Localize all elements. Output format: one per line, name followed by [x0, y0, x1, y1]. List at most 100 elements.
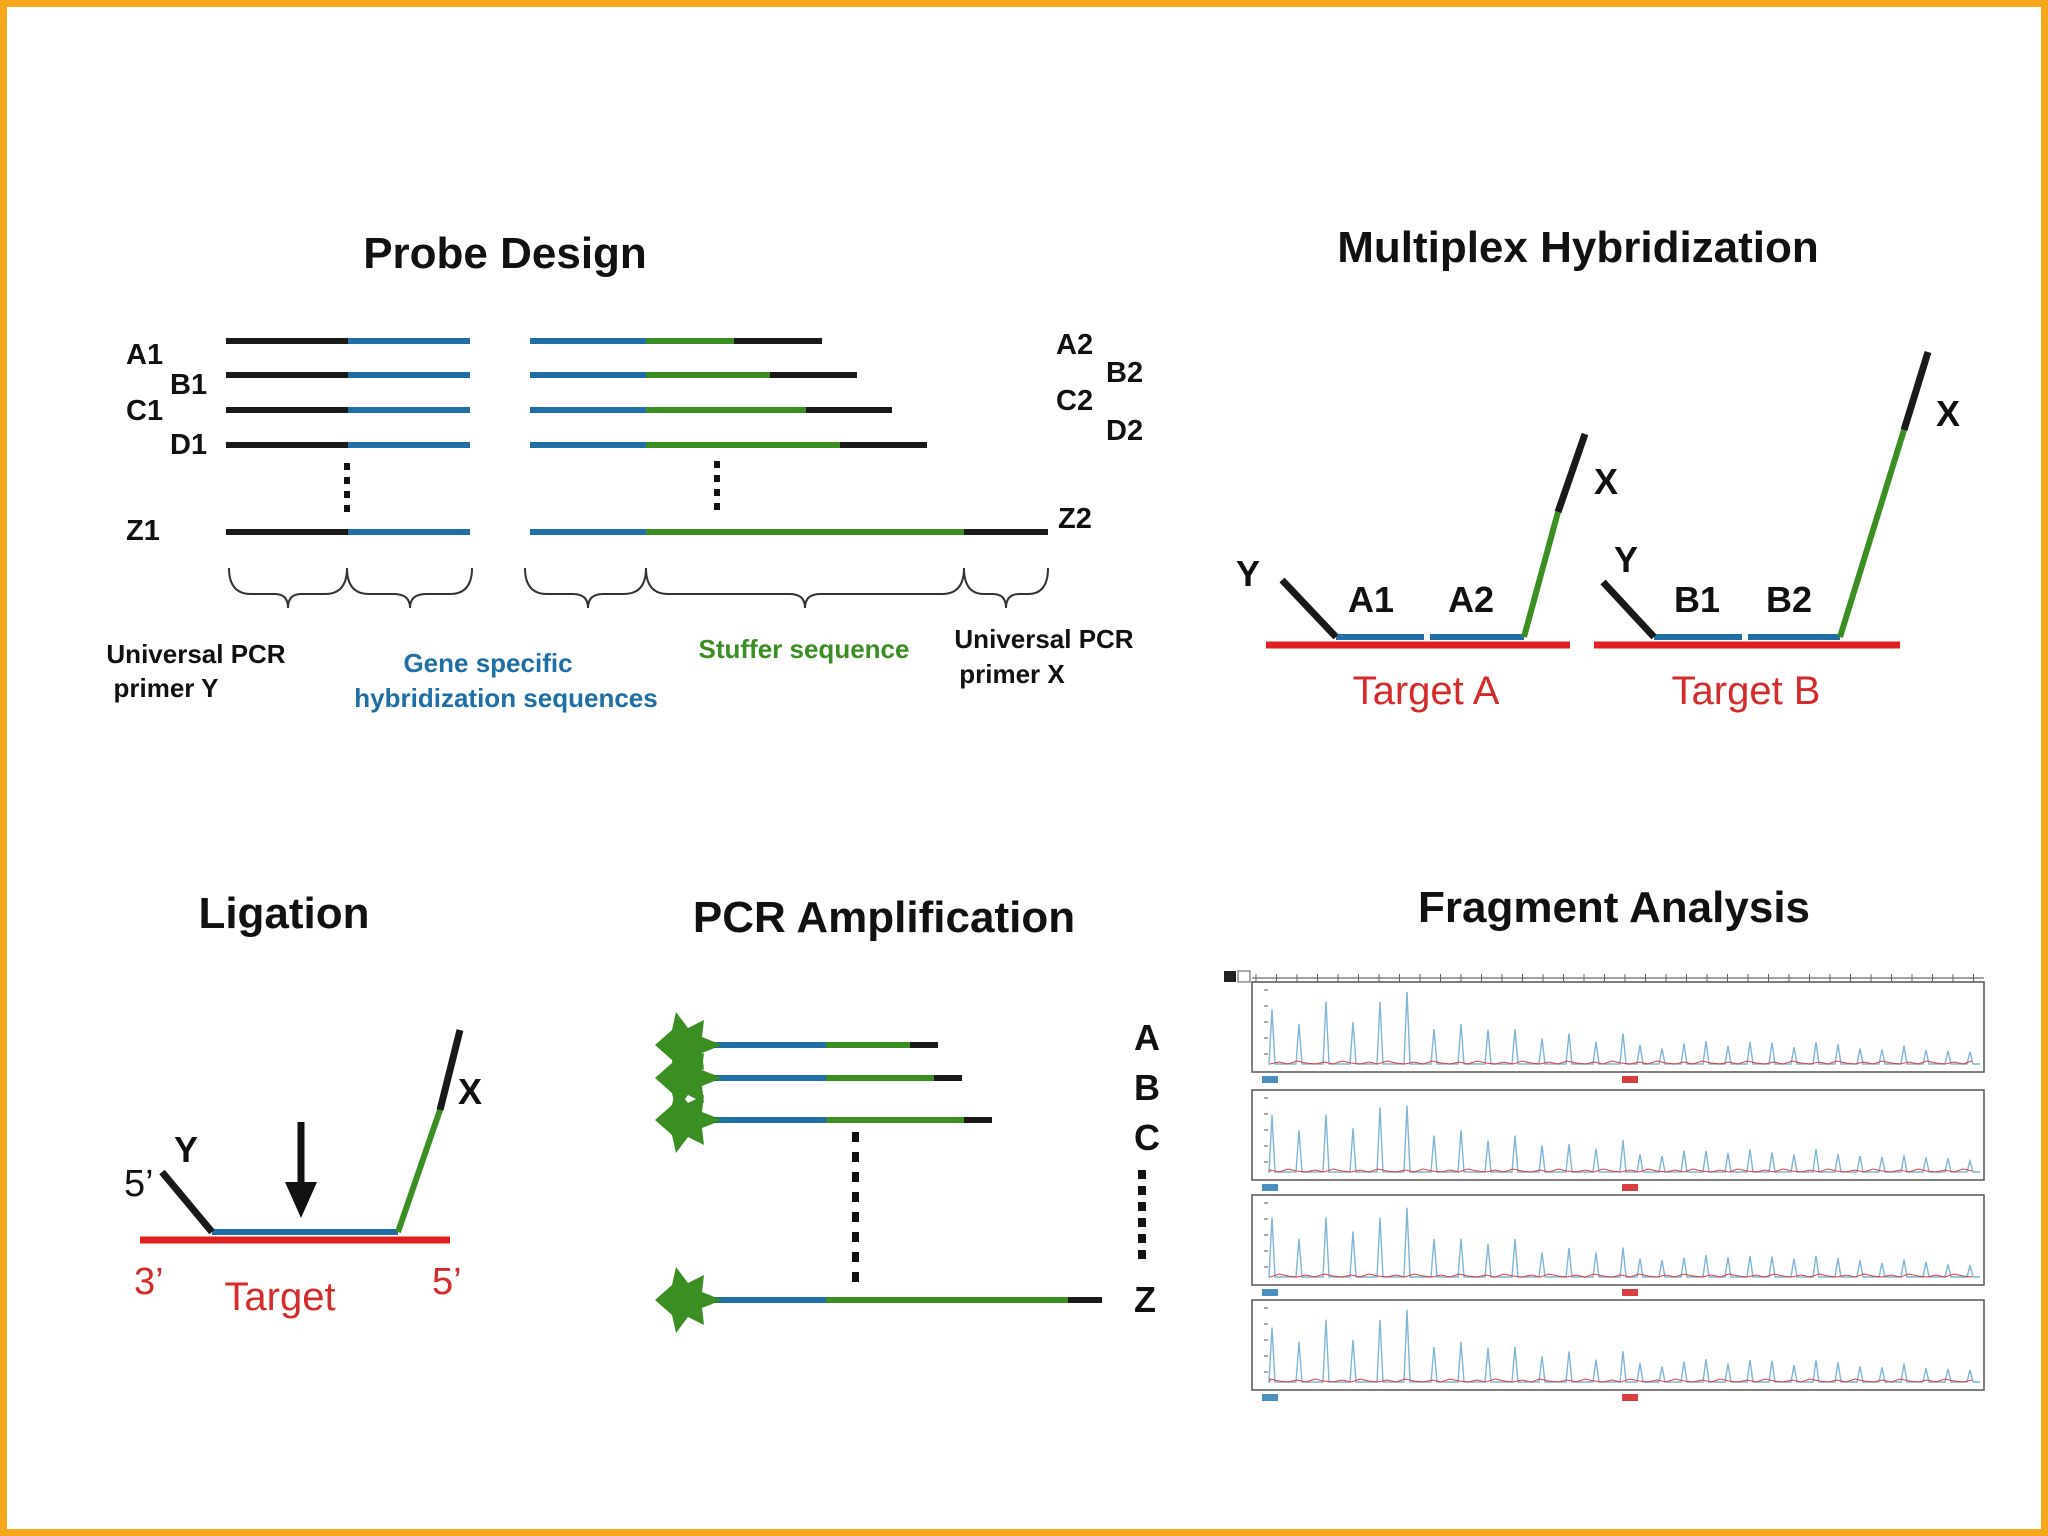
probe-design-panel: Probe Design: [106, 229, 1143, 713]
dye-swatch-red: [1622, 1289, 1638, 1296]
trace-line-blue: [1268, 1105, 1980, 1173]
brace-stuffer: [645, 567, 965, 609]
dye-swatch-red: [1622, 1076, 1638, 1083]
left-ellipsis: [344, 463, 350, 512]
right-ellipsis: [714, 461, 720, 510]
primer-y-arm-b: [1600, 579, 1657, 640]
toolbar-zoom-icon: [1237, 970, 1251, 983]
left-probes: [226, 338, 470, 535]
multiplex-label-x-b: X: [1936, 393, 1960, 434]
trace-panel: [1251, 1089, 1985, 1181]
multiplex-hybridization-panel: Multiplex Hybridization Y A1 A2 X Y B1 B…: [1236, 223, 1960, 713]
ligation-label-3prime: 3’: [134, 1261, 164, 1303]
brace-gene-left: [346, 567, 473, 609]
caption-stuffer: Stuffer sequence: [699, 634, 910, 664]
multiplex-label-y-b: Y: [1614, 539, 1638, 580]
ligation-panel: Ligation Y 5’ X 3’ Target 5’: [124, 889, 482, 1319]
trace-line-red: [1269, 1378, 1973, 1383]
primer-x-arm-b: [1900, 350, 1932, 432]
dye-swatch-blue: [1262, 1184, 1278, 1191]
brace-gene-right: [524, 567, 647, 609]
multiplex-label-x-a: X: [1594, 461, 1618, 502]
fluorescent-label-icon: [655, 1012, 722, 1333]
fluor-star-a: [655, 1012, 722, 1078]
brace-primer-x: [963, 567, 1049, 609]
trace-panel: [1251, 1299, 1985, 1391]
primer-y-arm-a: [1279, 577, 1339, 640]
braces: [228, 567, 1049, 609]
multiplex-title: Multiplex Hybridization: [1337, 223, 1819, 272]
pcr-label-c: C: [1134, 1117, 1160, 1158]
ligation-label-x: X: [458, 1071, 482, 1112]
fragment-analysis-panel: Fragment Analysis: [1224, 883, 1985, 1401]
brace-primer-y: [228, 567, 348, 609]
ligation-primer-x: [436, 1029, 464, 1111]
label-d1: D1: [170, 429, 207, 461]
dye-swatch-red: [1622, 1184, 1638, 1191]
label-a1: A1: [126, 339, 163, 371]
pcr-label-z: Z: [1134, 1279, 1156, 1320]
label-a2: A2: [1056, 329, 1093, 361]
caption-gene-specific-line1: Gene specific: [403, 648, 572, 678]
trace-line-red: [1269, 1273, 1973, 1278]
caption-gene-specific-line2: hybridization sequences: [354, 683, 657, 713]
label-z2: Z2: [1058, 503, 1092, 535]
electropherogram-toolbar: [1224, 970, 1984, 983]
bp-ruler-ticks: [1255, 974, 1974, 982]
label-c1: C1: [126, 395, 163, 427]
caption-primer-x-line1: Universal PCR: [954, 624, 1133, 654]
fluor-star-z: [655, 1267, 722, 1333]
pcr-amplification-panel: PCR Amplification: [655, 893, 1160, 1333]
pcr-label-b: B: [1134, 1067, 1160, 1108]
toolbar-select-icon: [1224, 971, 1236, 982]
ligation-label-5prime-right: 5’: [432, 1261, 462, 1303]
ligation-title: Ligation: [198, 889, 369, 938]
trace-panel: [1251, 981, 1985, 1073]
dye-swatch-red: [1622, 1394, 1638, 1401]
pcr-ellipsis-right: [1138, 1170, 1146, 1259]
target-b-label: Target B: [1672, 669, 1821, 713]
trace-line-blue: [1268, 1309, 1980, 1383]
pcr-products: [716, 1042, 1102, 1303]
dye-swatch-blue: [1262, 1289, 1278, 1296]
ligation-label-5prime-left: 5’: [124, 1163, 154, 1205]
caption-primer-x-line2: primer X: [959, 659, 1065, 689]
pcr-label-a: A: [1134, 1017, 1160, 1058]
pcr-title: PCR Amplification: [693, 893, 1075, 942]
stuffer-arm-a: [1521, 511, 1561, 638]
fluor-star-c: [655, 1087, 722, 1153]
label-b2: B2: [1106, 357, 1143, 389]
label-z1: Z1: [126, 515, 160, 547]
ligation-label-y: Y: [174, 1129, 198, 1170]
caption-primer-y-line2: primer Y: [113, 673, 218, 703]
probe-design-title: Probe Design: [363, 229, 647, 278]
multiplex-label-y-a: Y: [1236, 553, 1260, 594]
stuffer-arm-b: [1837, 429, 1907, 638]
ligation-target-label: Target: [224, 1275, 335, 1319]
multiplex-label-b1: B1: [1674, 579, 1720, 620]
trace-panel: [1251, 1194, 1985, 1286]
target-a-label: Target A: [1353, 669, 1500, 713]
pcr-ellipsis-left: [852, 1132, 859, 1282]
caption-primer-y-line1: Universal PCR: [106, 639, 285, 669]
fragment-title: Fragment Analysis: [1418, 883, 1810, 932]
multiplex-label-a1: A1: [1348, 579, 1394, 620]
trace-line-blue: [1268, 991, 1980, 1065]
right-probes: [530, 338, 1048, 535]
ligation-primer-y: [159, 1169, 215, 1235]
primer-x-arm-a: [1554, 432, 1589, 514]
fluor-star-b: [655, 1045, 722, 1111]
label-b1: B1: [170, 369, 207, 401]
dye-swatch-blue: [1262, 1076, 1278, 1083]
label-d2: D2: [1106, 415, 1143, 447]
dye-swatch-blue: [1262, 1394, 1278, 1401]
ligation-stuffer: [395, 1109, 443, 1233]
multiplex-label-a2: A2: [1448, 579, 1494, 620]
electropherogram-traces: [1251, 981, 1985, 1401]
label-c2: C2: [1056, 385, 1093, 417]
multiplex-label-b2: B2: [1766, 579, 1812, 620]
ligation-arrow-icon: [285, 1122, 317, 1218]
trace-line-red: [1269, 1060, 1973, 1065]
